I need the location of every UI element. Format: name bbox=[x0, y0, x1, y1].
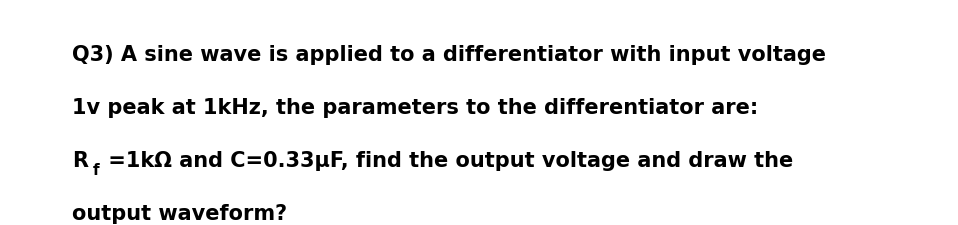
Text: R: R bbox=[72, 151, 88, 171]
Text: 1v peak at 1kHz, the parameters to the differentiator are:: 1v peak at 1kHz, the parameters to the d… bbox=[72, 98, 758, 118]
Text: output waveform?: output waveform? bbox=[72, 204, 287, 224]
Text: =1kΩ and C=0.33μF, find the output voltage and draw the: =1kΩ and C=0.33μF, find the output volta… bbox=[101, 151, 793, 171]
Text: Q3) A sine wave is applied to a differentiator with input voltage: Q3) A sine wave is applied to a differen… bbox=[72, 45, 826, 65]
Text: f: f bbox=[93, 163, 99, 178]
